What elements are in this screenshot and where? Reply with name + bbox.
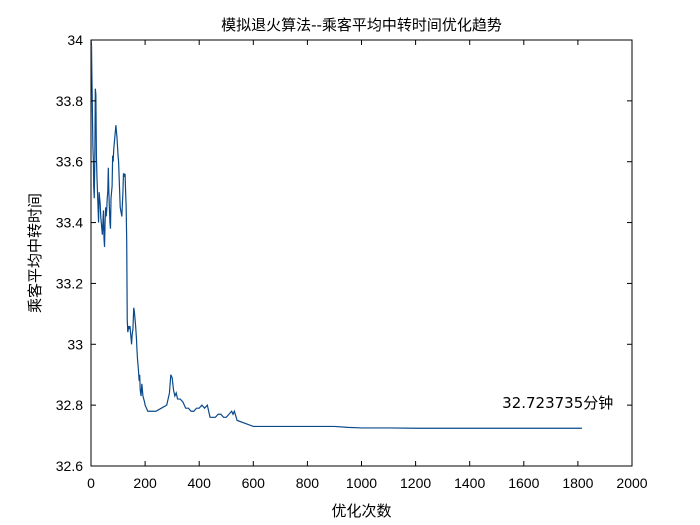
final-value-annotation: 32.723735分钟: [502, 394, 613, 412]
y-tick-label: 33: [67, 336, 83, 352]
series-line: [90, 39, 582, 429]
x-tick-label: 200: [133, 475, 157, 491]
y-axis-ticks: 32.6 32.8 33 33.2 33.4 33.6 33.8 34: [56, 32, 632, 474]
x-tick-label: 1200: [400, 475, 431, 491]
x-tick-label: 800: [296, 475, 320, 491]
x-tick-label: 0: [87, 475, 95, 491]
x-tick-label: 1600: [508, 475, 539, 491]
series-layer: [90, 39, 582, 429]
chart-title: 模拟退火算法--乘客平均中转时间优化趋势: [221, 16, 502, 34]
y-tick-label: 34: [67, 32, 83, 48]
y-tick-label: 33.6: [56, 154, 83, 170]
x-tick-label: 2000: [616, 475, 647, 491]
y-tick-label: 32.6: [56, 458, 83, 474]
x-tick-label: 600: [242, 475, 266, 491]
y-tick-label: 33.4: [56, 215, 83, 231]
x-tick-label: 400: [188, 475, 212, 491]
y-tick-label: 32.8: [56, 397, 83, 413]
y-axis-label: 乘客平均中转时间: [26, 193, 44, 313]
x-tick-label: 1000: [346, 475, 377, 491]
y-tick-label: 33.8: [56, 93, 83, 109]
x-axis-ticks: 0 200 400 600 800 1000 1200 1400 1600 1800 2000: [87, 40, 648, 491]
y-tick-label: 33.2: [56, 275, 83, 291]
x-tick-label: 1400: [454, 475, 485, 491]
x-tick-label: 1800: [562, 475, 593, 491]
x-axis-label: 优化次数: [331, 502, 391, 520]
